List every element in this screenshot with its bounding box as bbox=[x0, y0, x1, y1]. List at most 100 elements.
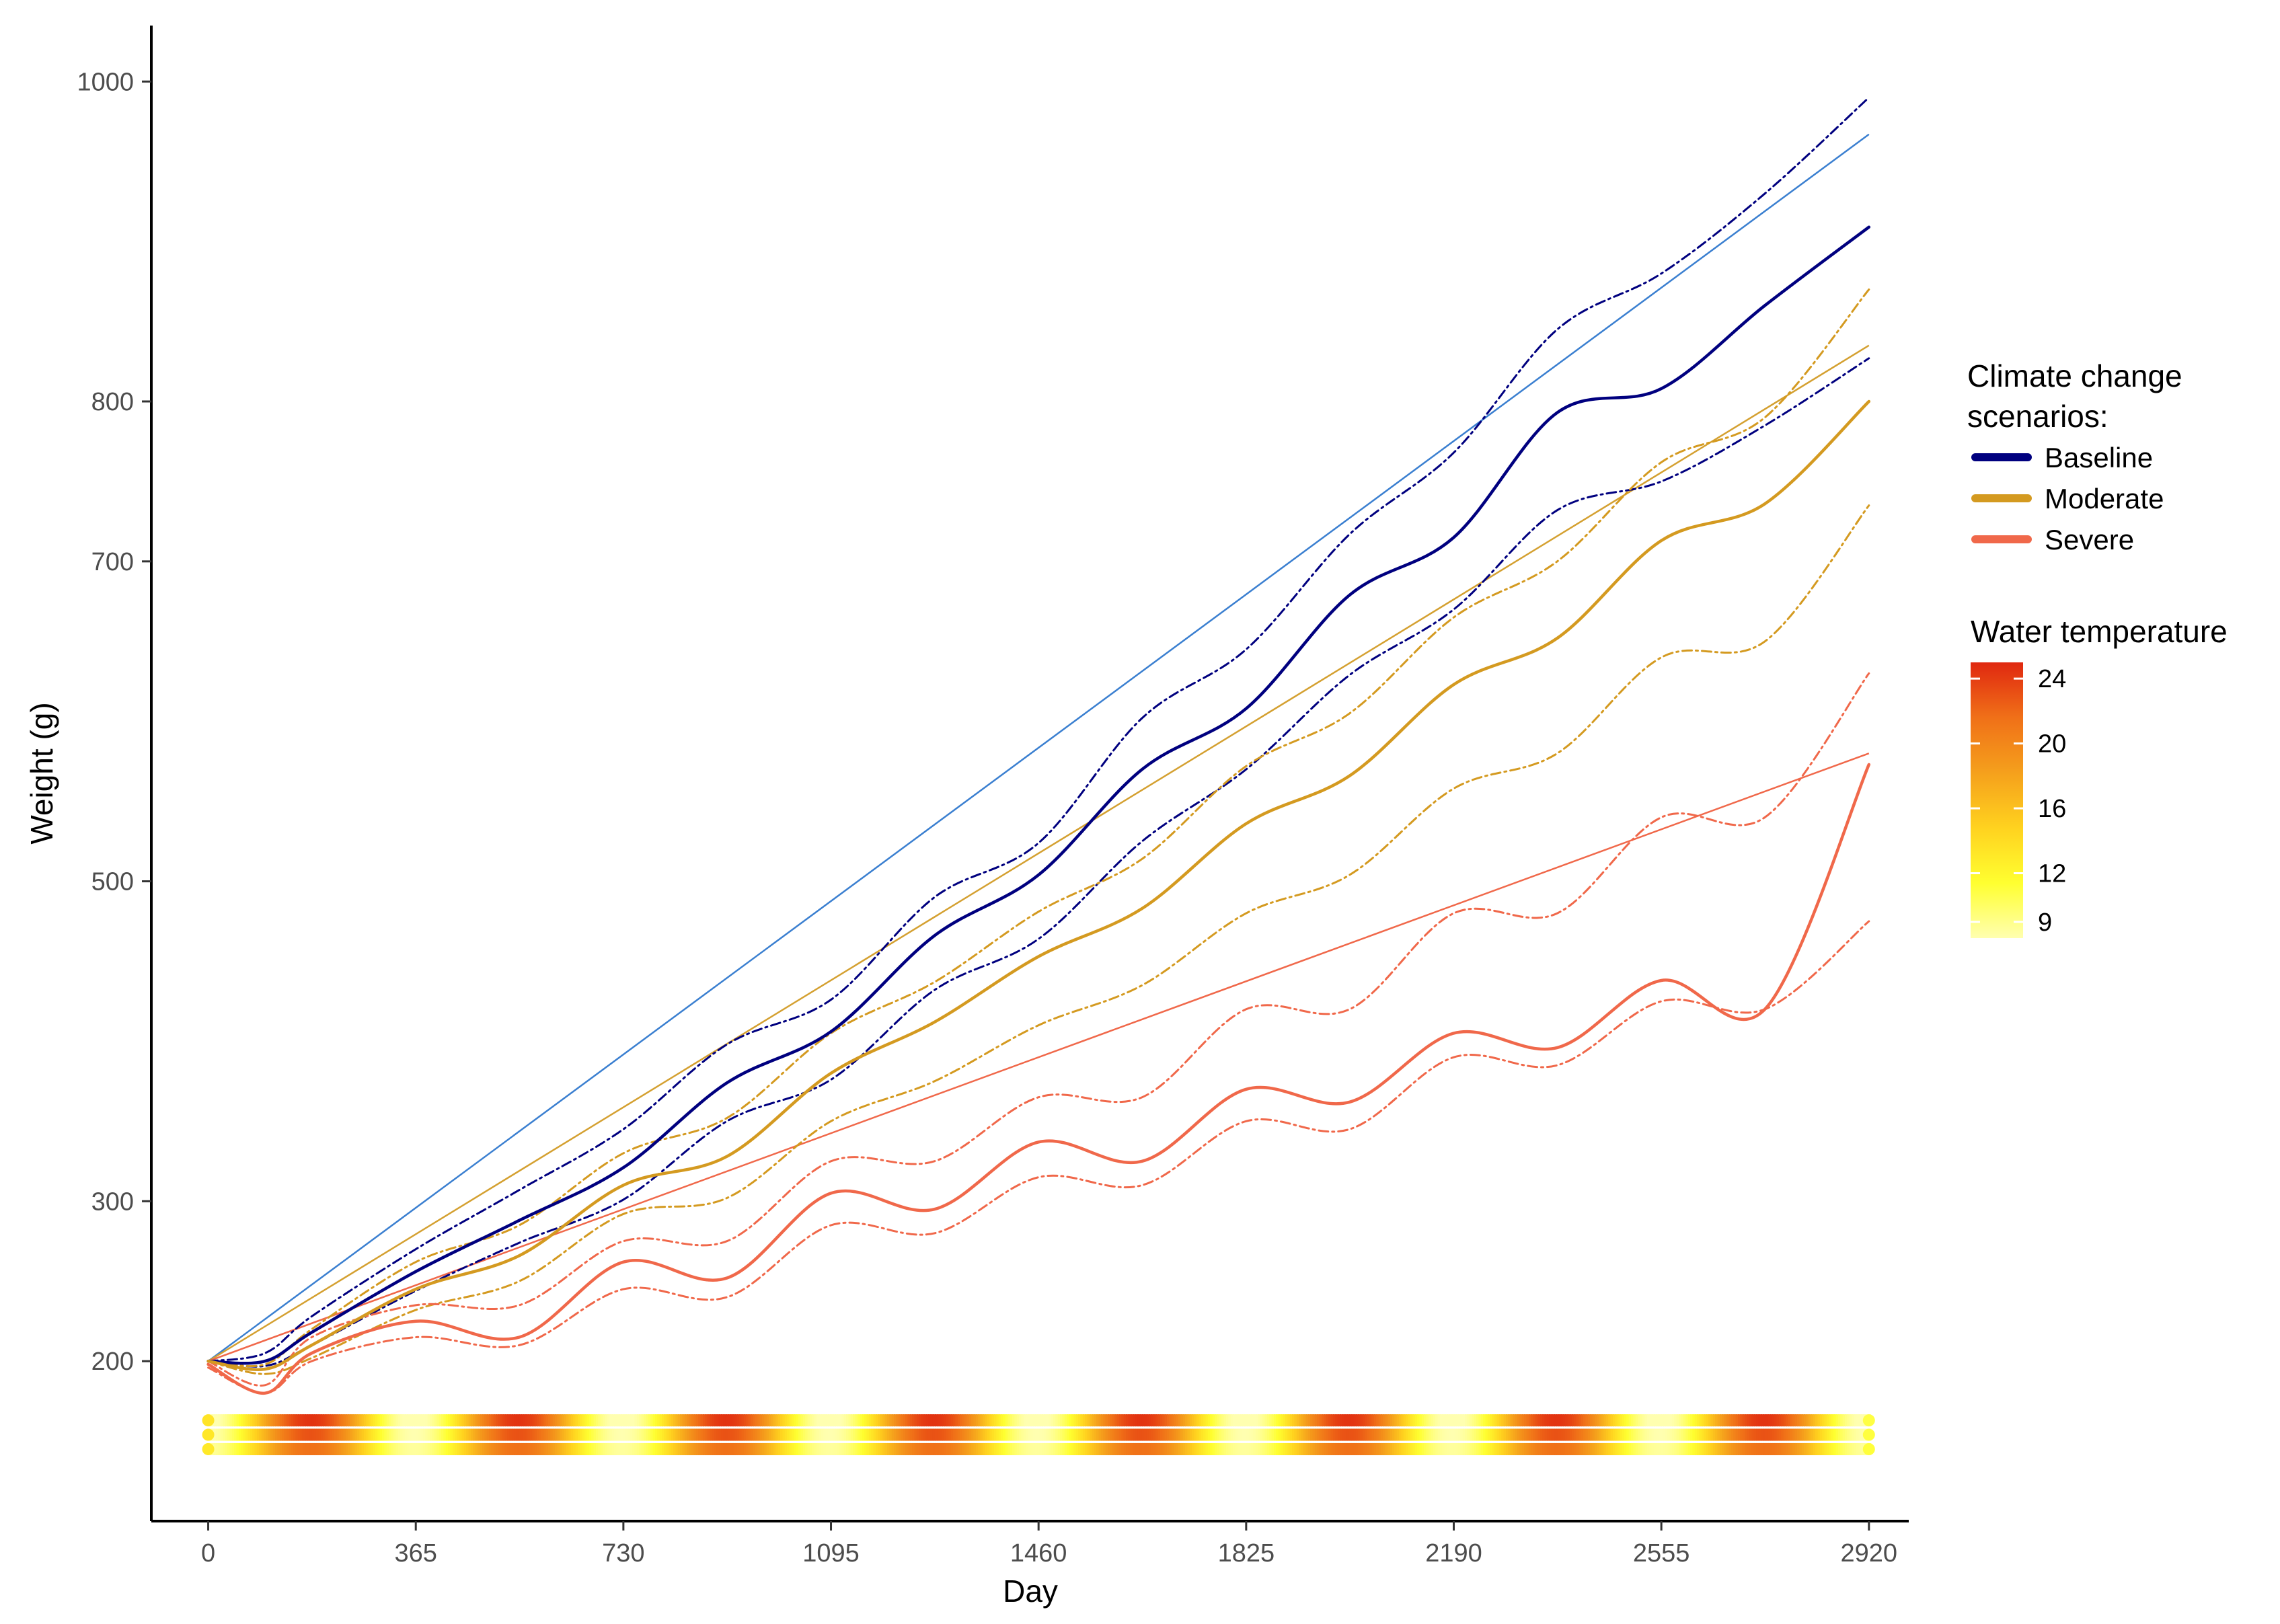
temperature-cell bbox=[1030, 1428, 1034, 1441]
temperature-cell bbox=[1219, 1414, 1223, 1427]
temperature-cell bbox=[1203, 1442, 1207, 1455]
temperature-cell bbox=[491, 1414, 495, 1427]
temperature-cell bbox=[1765, 1428, 1769, 1441]
temperature-cell bbox=[537, 1428, 541, 1441]
temperature-cell bbox=[891, 1442, 896, 1455]
temperature-cell bbox=[1642, 1414, 1646, 1427]
temperature-cell bbox=[1612, 1428, 1617, 1441]
temperature-cell bbox=[338, 1428, 343, 1441]
temperature-cell bbox=[302, 1414, 307, 1427]
temperature-cell bbox=[268, 1442, 272, 1455]
temperature-cell bbox=[264, 1414, 268, 1427]
temperature-cell bbox=[584, 1428, 588, 1441]
temperature-cell bbox=[1301, 1442, 1305, 1455]
temperature-cell bbox=[1419, 1414, 1423, 1427]
temperature-cell bbox=[1410, 1428, 1414, 1441]
temperature-cell bbox=[1153, 1442, 1157, 1455]
temperature-cell bbox=[1087, 1428, 1091, 1441]
temperature-cell bbox=[1008, 1442, 1012, 1455]
temperature-cell bbox=[325, 1414, 329, 1427]
temperature-cell bbox=[860, 1428, 864, 1441]
temperature-strip-cap bbox=[1862, 1428, 1875, 1441]
temperature-cell bbox=[769, 1414, 773, 1427]
temperature-cell bbox=[1012, 1442, 1016, 1455]
temperature-cell bbox=[1160, 1428, 1164, 1441]
temperature-cell bbox=[841, 1442, 845, 1455]
temperature-cell bbox=[1854, 1414, 1858, 1427]
temperature-cell bbox=[1521, 1442, 1526, 1455]
temperature-cell bbox=[1248, 1442, 1253, 1455]
temperature-cell bbox=[1837, 1442, 1842, 1455]
temperature-cell bbox=[736, 1428, 741, 1441]
temperature-cell bbox=[1544, 1428, 1548, 1441]
temperature-cell bbox=[1100, 1442, 1105, 1455]
temperature-cell bbox=[1262, 1428, 1266, 1441]
temperature-cell bbox=[1674, 1428, 1678, 1441]
temperature-cell bbox=[516, 1428, 520, 1441]
temperature-cell bbox=[1205, 1428, 1209, 1441]
temperature-cell bbox=[327, 1428, 332, 1441]
temperature-cell bbox=[1447, 1428, 1451, 1441]
temperature-cell bbox=[1801, 1428, 1806, 1441]
temperature-cell bbox=[245, 1428, 250, 1441]
temperature-cell bbox=[1012, 1414, 1016, 1427]
temperature-cell bbox=[632, 1442, 636, 1455]
temperature-cell bbox=[648, 1442, 652, 1455]
temperature-cell bbox=[311, 1442, 315, 1455]
temperature-cell bbox=[1392, 1428, 1396, 1441]
temperature-cell bbox=[420, 1428, 424, 1441]
temperature-cell bbox=[1681, 1428, 1685, 1441]
temperature-cell bbox=[1811, 1442, 1815, 1455]
temperature-cell bbox=[937, 1428, 941, 1441]
temperature-cell bbox=[830, 1442, 834, 1455]
temperature-cell bbox=[809, 1414, 814, 1427]
temperature-cell bbox=[1687, 1414, 1692, 1427]
temperature-cell bbox=[1189, 1428, 1194, 1441]
temperature-cell bbox=[1242, 1442, 1246, 1455]
temperature-cell bbox=[1351, 1414, 1355, 1427]
temperature-cell bbox=[644, 1428, 648, 1441]
temperature-cell bbox=[1719, 1428, 1724, 1441]
temperature-cell bbox=[1569, 1414, 1574, 1427]
temperature-cell bbox=[825, 1414, 829, 1427]
temperature-cell bbox=[1494, 1414, 1498, 1427]
temperature-cell bbox=[1597, 1428, 1601, 1441]
temperature-cell bbox=[673, 1442, 677, 1455]
temperature-cell bbox=[855, 1414, 859, 1427]
temperature-cell bbox=[1799, 1442, 1803, 1455]
temperature-cell bbox=[907, 1414, 911, 1427]
temperature-cell bbox=[1480, 1428, 1485, 1441]
temperature-cell bbox=[1756, 1414, 1760, 1427]
temperature-cell bbox=[1549, 1414, 1553, 1427]
temperature-cell bbox=[254, 1414, 258, 1427]
temperature-cell bbox=[1554, 1414, 1558, 1427]
temperature-cell bbox=[1253, 1428, 1257, 1441]
temperature-cell bbox=[473, 1442, 477, 1455]
temperature-cell bbox=[1133, 1414, 1137, 1427]
temperature-cell bbox=[1240, 1414, 1244, 1427]
temperature-cell bbox=[718, 1442, 723, 1455]
temperature-cell bbox=[1699, 1442, 1703, 1455]
temperature-cell bbox=[518, 1414, 523, 1427]
temperature-cell bbox=[1679, 1414, 1683, 1427]
temperature-cell bbox=[379, 1414, 384, 1427]
temperature-cell bbox=[1346, 1428, 1351, 1441]
temperature-cell bbox=[1615, 1414, 1619, 1427]
temperature-cell bbox=[293, 1414, 297, 1427]
temperature-cell bbox=[652, 1414, 656, 1427]
temperature-cell bbox=[1139, 1442, 1143, 1455]
series-line-baseline-upper bbox=[207, 96, 1870, 1362]
temperature-cell bbox=[1608, 1414, 1612, 1427]
temperature-cell bbox=[932, 1428, 936, 1441]
temperature-cell bbox=[814, 1414, 819, 1427]
temperature-cell bbox=[1289, 1414, 1294, 1427]
temperature-cell bbox=[1579, 1428, 1583, 1441]
temperature-cell bbox=[1642, 1428, 1646, 1441]
temperature-cell bbox=[1346, 1414, 1351, 1427]
temperature-cell bbox=[1212, 1442, 1217, 1455]
temperature-cell bbox=[728, 1442, 732, 1455]
temperature-cell bbox=[628, 1428, 632, 1441]
temperature-cell bbox=[671, 1428, 675, 1441]
temperature-cell bbox=[422, 1428, 427, 1441]
temperature-cell bbox=[1428, 1428, 1433, 1441]
